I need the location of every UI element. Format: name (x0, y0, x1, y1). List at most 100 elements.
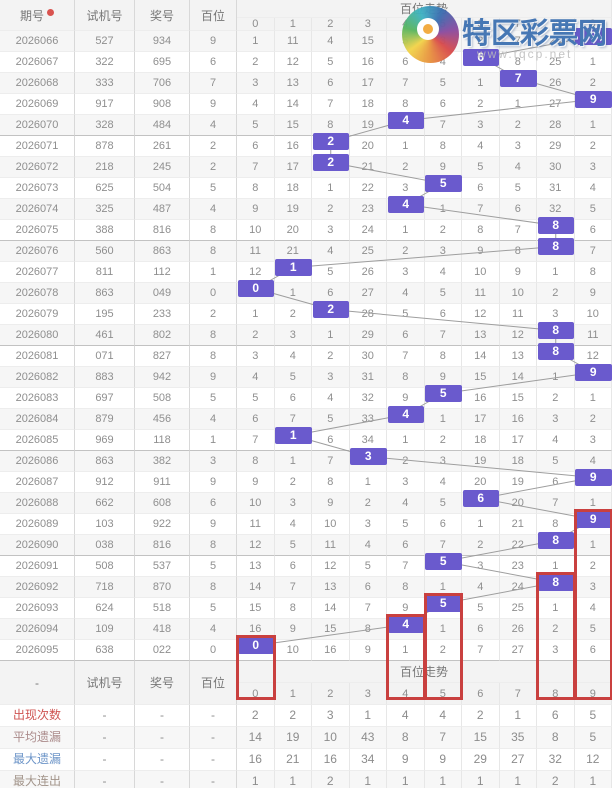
trend-miss-cell: 31 (537, 178, 575, 199)
stat-value-cell: 2 (274, 705, 312, 727)
trend-miss-cell: 16 (499, 409, 537, 430)
stat-dash-cell: - (190, 771, 237, 788)
test-number-cell: 883 (75, 367, 135, 388)
trend-hit-cell: 5 (425, 595, 462, 612)
trend-hit-cell: 4 (387, 112, 424, 129)
trend-miss-cell: 2 (424, 430, 462, 451)
stat-value-cell: 1 (499, 705, 537, 727)
trend-miss-cell: 17 (274, 157, 312, 178)
prize-number-cell: 518 (135, 598, 190, 619)
period-cell: 2026086 (0, 451, 75, 472)
table-row: 2026091 508 537 5 13 6 12 5 7 3 23 1 2 (0, 556, 612, 577)
trend-miss-cell: 6 (424, 514, 462, 535)
trend-miss-cell: 3 (574, 577, 612, 598)
footer-period-header: - (0, 661, 75, 705)
trend-miss-cell: 1 (312, 325, 350, 346)
trend-hit-cell: 9 (575, 469, 612, 486)
trend-miss-cell: 2 (387, 157, 425, 178)
prize-number-cell: 816 (135, 220, 190, 241)
trend-miss-cell: 13 (312, 577, 350, 598)
table-row: 2026082 883 942 9 4 5 3 31 8 9 15 14 1 (0, 367, 612, 388)
trend-miss-cell: 14 (499, 367, 537, 388)
trend-miss-cell: 6 (237, 409, 275, 430)
trend-miss-cell: 6 (574, 640, 612, 661)
trend-hit-cell: 2 (312, 133, 349, 150)
stat-value-cell: 34 (349, 749, 387, 771)
trend-miss-cell: 1 (237, 31, 275, 52)
trend-miss-cell: 9 (237, 199, 275, 220)
prize-number-cell: 484 (135, 115, 190, 136)
trend-miss-cell: 6 (424, 94, 462, 115)
trend-col-header-2: 2 (312, 18, 350, 31)
stat-value-cell: 15 (462, 727, 500, 749)
trend-miss-cell: 29 (537, 136, 575, 157)
trend-miss-cell: 16 (349, 52, 387, 73)
period-cell: 2026080 (0, 325, 75, 346)
trend-hit-cell: 4 (387, 196, 424, 213)
period-cell: 2026075 (0, 220, 75, 241)
table-row: 2026080 461 802 8 2 3 1 29 6 7 13 12 11 (0, 325, 612, 346)
trend-miss-cell: 1 (387, 136, 425, 157)
footer-trend-col-header-2: 2 (312, 683, 350, 705)
hundreds-digit-cell: 9 (190, 514, 237, 535)
trend-miss-cell: 2 (387, 451, 425, 472)
trend-miss-cell: 1 (349, 472, 387, 493)
trend-miss-cell: 4 (312, 388, 350, 409)
trend-miss-cell: 24 (537, 31, 575, 52)
trend-miss-cell: 3 (462, 556, 500, 577)
trend-miss-cell: 21 (349, 157, 387, 178)
period-column-header[interactable]: 期号 (0, 0, 75, 31)
trend-miss-cell: 26 (499, 619, 537, 640)
trend-section-title: 百位走势 (237, 0, 612, 18)
table-row: 2026092 718 870 8 14 7 13 6 8 1 4 24 3 (0, 577, 612, 598)
trend-miss-cell: 2 (537, 619, 575, 640)
trend-miss-cell: 5 (424, 283, 462, 304)
trend-miss-cell: 6 (387, 325, 425, 346)
trend-miss-cell: 10 (237, 220, 275, 241)
trend-miss-cell: 6 (349, 577, 387, 598)
hundreds-digit-cell: 1 (190, 262, 237, 283)
trend-miss-cell: 6 (237, 136, 275, 157)
trend-hit-cell: 5 (425, 385, 462, 402)
trend-miss-cell: 7 (237, 157, 275, 178)
stat-value-cell: 1 (237, 771, 275, 788)
hundreds-digit-cell: 8 (190, 241, 237, 262)
trend-miss-cell: 3 (574, 430, 612, 451)
period-cell: 2026088 (0, 493, 75, 514)
test-number-cell: 811 (75, 262, 135, 283)
trend-miss-cell: 18 (499, 451, 537, 472)
hundreds-digit-cell: 4 (190, 199, 237, 220)
trend-miss-cell: 33 (349, 409, 387, 430)
repeated-header: - 试机号 奖号 百位 百位走势 0 1 2 3 4 5 6 7 8 9 (0, 661, 612, 705)
period-cell: 2026068 (0, 73, 75, 94)
trend-miss-cell: 11 (499, 304, 537, 325)
test-number-cell: 624 (75, 598, 135, 619)
trend-miss-cell: 7 (424, 115, 462, 136)
stat-label: 最大连出 (0, 771, 75, 788)
trend-miss-cell: 21 (499, 514, 537, 535)
table-row: 2026073 625 504 5 8 18 1 22 3 6 5 31 4 (0, 178, 612, 199)
stat-dash-cell: - (75, 727, 135, 749)
test-number-cell: 508 (75, 556, 135, 577)
trend-miss-cell: 5 (349, 556, 387, 577)
table-row: 2026086 863 382 3 8 1 7 2 3 19 18 5 4 (0, 451, 612, 472)
trend-miss-cell: 4 (387, 493, 425, 514)
stat-value-cell: 27 (499, 749, 537, 771)
trend-miss-cell: 27 (349, 283, 387, 304)
trend-miss-cell: 15 (312, 619, 350, 640)
trend-miss-cell: 6 (424, 304, 462, 325)
trend-miss-cell: 6 (312, 73, 350, 94)
hundreds-digit-cell: 2 (190, 157, 237, 178)
hundreds-digit-cell: 0 (190, 640, 237, 661)
prize-number-cell: 816 (135, 535, 190, 556)
table-row: 2026083 697 508 5 5 6 4 32 9 16 15 2 1 (0, 388, 612, 409)
trend-miss-cell: 2 (537, 283, 575, 304)
table-row: 2026071 878 261 2 6 16 20 1 8 4 3 29 2 (0, 136, 612, 157)
sort-icon[interactable] (47, 8, 54, 16)
trend-miss-cell: 9 (274, 619, 312, 640)
test-number-cell: 071 (75, 346, 135, 367)
stat-value-cell: 32 (537, 749, 575, 771)
stat-value-cell: 1 (462, 771, 500, 788)
trend-col-header-7: 7 (499, 18, 537, 31)
trend-miss-cell: 7 (349, 598, 387, 619)
